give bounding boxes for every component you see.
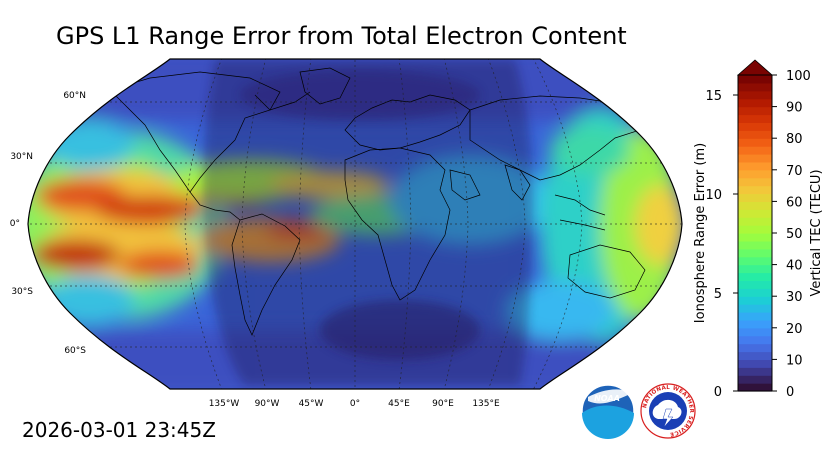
colorbar-band (738, 122, 772, 131)
lon-label-90e: 90°E (432, 399, 454, 409)
right-tick-label: 40 (786, 259, 803, 274)
map-outline (27, 58, 683, 390)
right-tick-label: 60 (786, 195, 803, 210)
colorbar-band (738, 256, 772, 266)
lat-label-30n: 30°N (10, 152, 33, 162)
colorbar-band (738, 138, 772, 147)
colorbar-band (738, 296, 772, 305)
right-tick-label: 90 (786, 101, 803, 116)
colorbar-left-label: Ionosphere Range Error (m) (693, 143, 708, 323)
colorbar-left-axis: 0 5 10 15 (705, 89, 738, 400)
left-tick-10: 10 (705, 188, 722, 203)
colorbar-band (738, 264, 772, 274)
lat-label-0: 0° (10, 219, 20, 229)
colorbar-extend-arrow (736, 59, 774, 76)
colorbar-band (738, 288, 772, 297)
noaa-logo: NOAA (581, 384, 635, 439)
colorbar-band (738, 304, 772, 313)
colorbar-band (738, 319, 772, 329)
colorbar-band (738, 114, 772, 123)
colorbar-band (738, 233, 772, 242)
colorbar-band (738, 383, 772, 392)
lon-label-90w: 90°W (255, 399, 280, 409)
right-tick-label: 70 (786, 164, 803, 179)
lon-label-45w: 45°W (299, 399, 324, 409)
colorbar-band (738, 130, 772, 139)
colorbar-band (738, 177, 772, 187)
lon-label-135w: 135°W (209, 399, 240, 409)
colorbar-band (738, 90, 772, 100)
colorbar-band (738, 367, 772, 376)
colorbar-band (738, 161, 772, 171)
coastlines (109, 67, 651, 336)
colorbar-band (738, 327, 772, 337)
right-tick-label: 80 (786, 132, 803, 147)
colorbar-band (738, 280, 772, 289)
colorbar-bands (738, 75, 772, 392)
timestamp: 2026-03-01 23:45Z (22, 418, 216, 442)
lat-label-60s: 60°S (64, 346, 86, 356)
colorbar-band (738, 75, 772, 84)
colorbar-band (738, 217, 772, 226)
lat-label-60n: 60°N (63, 91, 86, 101)
longitude-labels: 135°W 90°W 45°W 0° 45°E 90°E 135°E (209, 399, 500, 409)
graticule (28, 59, 682, 389)
colorbar-band (738, 193, 772, 202)
colorbar-band (738, 98, 772, 108)
colorbar-band (738, 335, 772, 345)
lat-label-30s: 30°S (11, 287, 33, 297)
colorbar-band (738, 106, 772, 116)
lon-label-135e: 135°E (472, 399, 500, 409)
figure-title: GPS L1 Range Error from Total Electron C… (56, 22, 627, 50)
colorbar-band (738, 185, 772, 195)
colorbar-band (738, 154, 772, 163)
colorbar-band (738, 272, 772, 281)
right-tick-label: 50 (786, 227, 803, 242)
colorbar-band (738, 209, 772, 218)
lon-label-0: 0° (350, 399, 360, 409)
colorbar-band (738, 359, 772, 368)
terminator-shadow (203, 60, 533, 385)
right-tick-label: 0 (786, 385, 794, 400)
colorbar-band (738, 225, 772, 234)
left-tick-0: 0 (714, 385, 722, 400)
colorbar-band (738, 351, 772, 360)
colorbar-band (738, 240, 772, 250)
colorbar-band (738, 146, 772, 155)
left-tick-5: 5 (714, 287, 722, 302)
colorbar-band (738, 375, 772, 384)
colorbar-right-axis: 0 10 20 30 40 50 60 70 80 90 100 (772, 69, 811, 400)
colorbar-band (738, 169, 772, 179)
left-tick-15: 15 (705, 89, 722, 104)
right-tick-label: 10 (786, 353, 803, 368)
colorbar-band (738, 312, 772, 321)
right-tick-label: 100 (786, 69, 811, 84)
colorbar-band (738, 248, 772, 258)
noaa-logo-text: NOAA (594, 394, 620, 403)
lon-label-45e: 45°E (388, 399, 410, 409)
tec-map (28, 59, 682, 389)
right-tick-label: 30 (786, 290, 803, 305)
right-tick-label: 20 (786, 322, 803, 337)
latitude-labels: 60°N 30°N 0° 30°S 60°S (10, 91, 87, 356)
colorbar-right-label: Vertical TEC (TECU) (809, 169, 824, 296)
colorbar-band (738, 343, 772, 353)
nws-logo: NATIONAL WEATHER SERVICE (640, 383, 696, 439)
colorbar-band (738, 201, 772, 210)
colorbar: 0 5 10 15 Ionosphere Range Error (m) 0 10… (693, 59, 824, 400)
colorbar-band (738, 82, 772, 92)
